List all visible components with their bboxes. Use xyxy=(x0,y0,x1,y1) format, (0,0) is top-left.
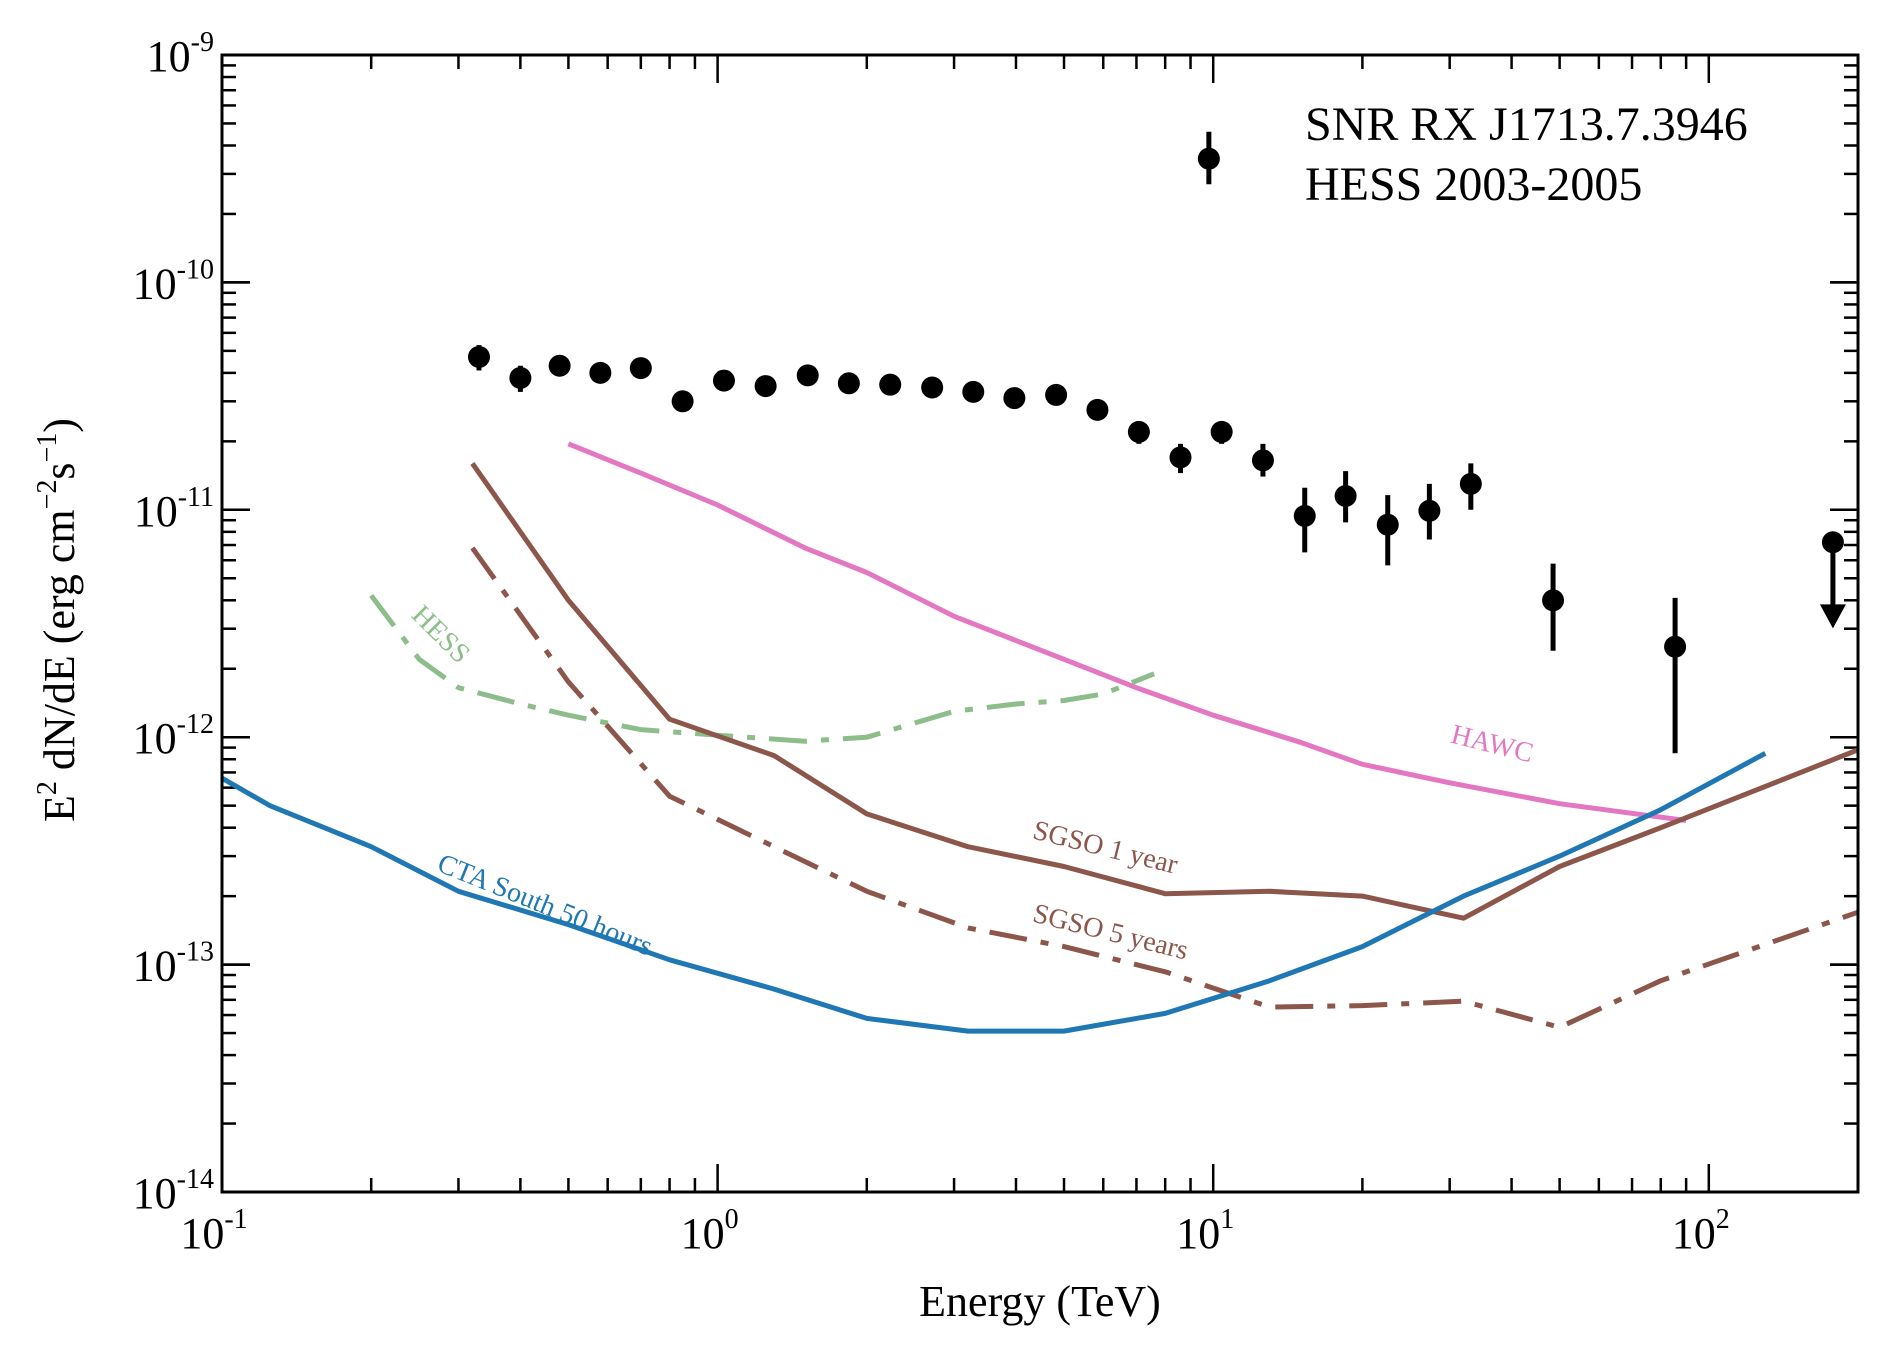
curve-label: HAWC xyxy=(1448,719,1536,769)
data-point xyxy=(548,354,571,377)
x-tick-label: 100 xyxy=(681,1204,739,1258)
y-axis-title-exp1: −2 xyxy=(32,480,63,510)
x-tick-label: 101 xyxy=(1176,1204,1234,1258)
data-points xyxy=(467,131,1846,754)
y-tick-label: 10-14 xyxy=(133,1164,214,1218)
data-point xyxy=(671,390,694,413)
data-point xyxy=(509,366,532,389)
data-point xyxy=(754,375,777,398)
data-point xyxy=(1251,449,1274,472)
y-axis-title-s: s xyxy=(35,462,84,479)
data-point xyxy=(1459,472,1482,495)
y-axis-title-e: E xyxy=(35,795,84,822)
y-tick-label: 10-12 xyxy=(133,709,214,763)
curve-label: SGSO 1 year xyxy=(1030,815,1182,881)
y-tick-label: 10-10 xyxy=(133,254,214,308)
curve-sgso-5-years xyxy=(470,546,1859,1030)
data-point xyxy=(589,361,612,384)
x-tick-label: 10-1 xyxy=(180,1204,247,1258)
x-tick-label: 102 xyxy=(1672,1204,1730,1258)
y-axis-title-exp2: −1 xyxy=(32,433,63,463)
data-point xyxy=(921,376,944,399)
data-point xyxy=(1086,398,1109,421)
y-tick-label: 10-13 xyxy=(133,937,214,991)
y-axis-title-sup: 2 xyxy=(32,781,63,795)
data-point xyxy=(879,373,902,396)
data-point xyxy=(1334,484,1357,507)
tick-marks xyxy=(220,53,1860,1194)
data-point xyxy=(712,369,735,392)
sensitivity-curves xyxy=(220,441,1859,1034)
legend-source-name: SNR RX J1713.7.3946 xyxy=(1305,98,1748,151)
data-point xyxy=(1210,420,1233,443)
data-point xyxy=(796,364,819,387)
data-point xyxy=(1376,513,1399,536)
data-point xyxy=(1418,499,1441,522)
upper-limit-arrow-head xyxy=(1819,604,1846,629)
plot-frame xyxy=(220,53,1860,1194)
curve-sgso-1-year xyxy=(470,461,1859,921)
y-axis-title: E2 dN/dE (erg cm−2s−1) xyxy=(32,418,84,822)
data-point xyxy=(467,345,490,368)
data-point xyxy=(629,357,652,380)
data-point xyxy=(1169,446,1192,469)
data-point xyxy=(1197,147,1220,170)
y-tick-label: 10-9 xyxy=(147,27,214,81)
y-axis-title-close: ) xyxy=(35,418,84,433)
data-point xyxy=(837,372,860,395)
legend-dataset-name: HESS 2003-2005 xyxy=(1305,158,1642,211)
data-point xyxy=(1003,387,1026,410)
curve-label: CTA South 50 hours xyxy=(433,848,657,962)
data-point xyxy=(1664,635,1687,658)
curve-cta-south-50-hours xyxy=(220,751,1767,1034)
curve-hess xyxy=(369,593,1156,744)
curve-hawc xyxy=(567,441,1687,823)
data-point xyxy=(1542,589,1565,612)
curve-label: SGSO 5 years xyxy=(1030,898,1191,966)
x-axis-title: Energy (TeV) xyxy=(919,1277,1161,1326)
data-point xyxy=(1045,383,1068,406)
y-axis-title-rest: dN/dE (erg cm xyxy=(35,509,84,781)
data-point xyxy=(1127,420,1150,443)
y-tick-label: 10-11 xyxy=(134,482,214,536)
tick-labels: 10-1 100 101 102 10-14 10-13 10-12 10-11 10-10 10… xyxy=(133,27,1730,1258)
data-point xyxy=(1293,504,1316,527)
data-point xyxy=(962,380,985,403)
